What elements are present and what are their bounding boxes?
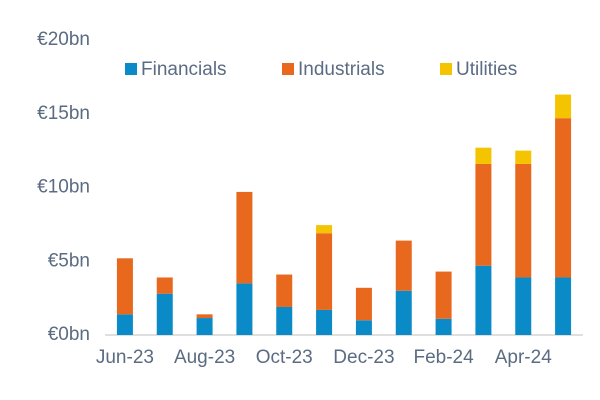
y-tick-label: €15bn <box>37 103 90 124</box>
bar-segment <box>515 163 532 278</box>
x-tick-label: Oct-23 <box>256 347 313 368</box>
legend-swatch <box>125 63 137 75</box>
legend-label: Utilities <box>456 59 517 80</box>
x-tick-label: Jun-23 <box>96 347 154 368</box>
legend-label: Financials <box>141 59 227 80</box>
bar-segment <box>276 306 293 335</box>
bar-segment <box>196 318 213 335</box>
bar-segment <box>475 163 492 266</box>
bar-segment <box>236 191 253 284</box>
bar-segment <box>156 293 173 335</box>
bar-segment <box>555 94 572 119</box>
bar-segment <box>395 290 412 335</box>
bar-segment <box>555 118 572 278</box>
x-tick-label: Apr-24 <box>495 347 552 368</box>
bar-segment <box>435 318 452 335</box>
bar-segment <box>355 320 372 335</box>
bar-segment <box>236 283 253 335</box>
bar-segment <box>395 240 412 291</box>
bar-segment <box>475 265 492 335</box>
legend-swatch <box>440 63 452 75</box>
bar-segment <box>555 277 572 335</box>
x-tick-label: Aug-23 <box>174 347 235 368</box>
bar-segment <box>316 233 333 310</box>
bar-segment <box>515 150 532 164</box>
x-tick-label: Feb-24 <box>413 347 474 368</box>
legend-label: Industrials <box>298 59 385 80</box>
bar-segment <box>355 287 372 321</box>
bar-segment <box>276 274 293 307</box>
bar-segment <box>116 314 133 335</box>
legend-swatch <box>282 63 294 75</box>
bar-segment <box>515 277 532 335</box>
bar-segment <box>116 258 133 315</box>
bar-segment <box>196 314 213 319</box>
bar-segment <box>316 225 333 234</box>
bar-segment <box>156 277 173 294</box>
bar-segment <box>316 309 333 335</box>
bar-segment <box>435 271 452 319</box>
y-tick-label: €10bn <box>37 177 90 198</box>
y-tick-label: €5bn <box>48 250 90 271</box>
y-tick-label: €20bn <box>37 29 90 50</box>
bar-segment <box>475 147 492 164</box>
y-tick-label: €0bn <box>48 324 90 345</box>
x-tick-label: Dec-23 <box>333 347 394 368</box>
